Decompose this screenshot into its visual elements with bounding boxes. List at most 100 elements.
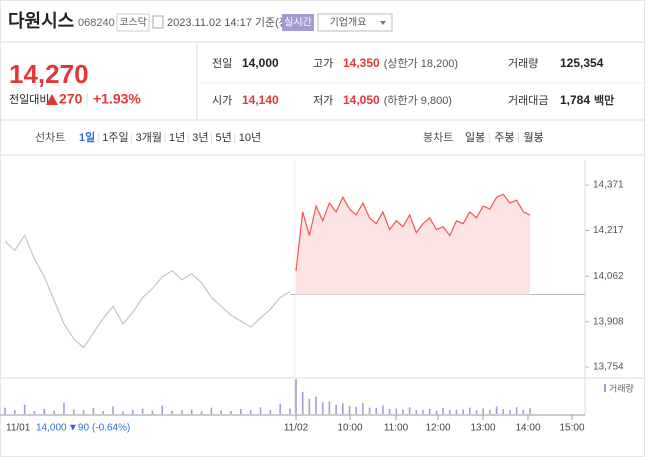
volume-bar [240,408,242,414]
period-tab[interactable]: 주봉 [494,131,514,144]
volume-bar [43,408,46,414]
volume-bar [375,408,378,414]
y-tick-label: 13,908 [593,316,624,327]
volume-bar [342,403,344,414]
stat-label: 시가 [212,94,232,107]
volume-bar [482,408,484,414]
market: 코스닥 [119,17,147,29]
volume-bar [442,408,444,414]
volume-bar [362,402,364,414]
period-tab[interactable]: 3개월 [136,131,162,144]
stat-value: 14,140 [242,93,279,107]
stat-label: 전일 [212,56,232,70]
x-tick-label: 10:00 [337,423,362,434]
footnote-change: ▼90 [68,423,89,434]
volume-bar [328,401,331,414]
volume-bar [475,410,478,414]
volume-bar [455,409,458,414]
volume-bar [428,408,431,414]
period-tab[interactable]: 1주일 [102,130,128,144]
datetime: 2023.11.02 14:17 기준(장중) [167,16,303,29]
volume-bar [33,411,36,414]
stat-value: 14,050 [343,93,380,107]
volume-bar [355,406,357,414]
volume-bar [151,410,154,414]
x-tick-label: 11/02 [284,423,309,434]
x-tick-label: 11:00 [384,423,409,434]
volume-bar [415,410,418,414]
volume-bar [269,409,272,414]
dropdown-arrow [380,21,386,25]
period-tab[interactable]: 3년 [192,131,208,144]
volume-bar [489,409,491,414]
current-price: 14,270 [9,59,89,89]
volume-bar [220,410,223,414]
stat-label: 저가 [313,94,333,107]
volume-bar [515,407,518,414]
period-tab[interactable]: 일봉 [465,130,485,144]
volume-bar [102,411,105,414]
volume-bar [190,409,193,414]
footnote-rate: (-0.64%) [92,423,130,434]
period-tab[interactable]: 1년 [169,131,185,144]
volume-bar [122,411,124,414]
line-chart-label: 선차트 [35,131,65,144]
period-tab[interactable]: 월봉 [524,131,544,144]
change-label: 전일대비 [9,92,49,106]
volume-bar [72,409,75,414]
volume-bar [321,402,324,414]
volume-bar [112,406,114,414]
volume-bar [422,409,424,414]
clock-icon [152,15,164,29]
volume-bar [23,404,26,414]
volume-bar [348,405,351,414]
stat-value: 14,350 [343,56,380,70]
volume-bar [249,410,252,414]
volume-bar [92,408,95,414]
x-tick-label: 15:00 [559,423,584,434]
volume-bar [131,409,134,414]
stat-label: 거래대금 [508,94,548,107]
company-button-box[interactable] [317,13,393,32]
volume-bar [171,411,173,414]
volume-bar [141,408,144,414]
realtime: 실시간 [284,17,312,29]
stat-unit: 백만 [594,93,614,107]
volume-bar [408,407,411,414]
y-tick-label: 14,217 [593,225,624,236]
footnote-price: 14,000 [36,423,67,434]
x-tick-label: 12:00 [425,423,450,434]
volume-bar [448,410,451,414]
volume-bar [259,407,262,414]
stock-code: 068240 [78,17,115,29]
up-icon [46,94,58,105]
volume-bar [301,391,304,414]
area [296,194,530,295]
candle-chart-label: 봉차트 [423,131,453,144]
volume-bar [382,405,384,414]
volume-bar [181,410,183,414]
stat-value: 14,000 [242,56,279,70]
volume-bar [335,404,337,414]
volume-bar [388,408,391,414]
volume-bar [230,411,232,414]
volume-bar [289,408,291,414]
period-tab[interactable]: 10년 [239,131,261,144]
stat-value: 1,784 [560,93,590,107]
market-badge [116,13,150,32]
volume-bar [502,408,505,414]
volume-bar [368,407,371,414]
company-button[interactable]: 기업개요 [330,16,367,29]
period-tab[interactable]: 5년 [215,131,231,144]
x-tick-label: 14:00 [515,423,540,434]
realtime-badge [282,14,314,31]
y-tick-label: 13,754 [593,362,624,373]
stat-label: 거래량 [508,57,538,70]
volume-bar [462,409,464,414]
price-line [4,234,291,349]
period-tab[interactable]: 1일 [79,130,95,144]
volume-legend-icon [604,384,606,392]
volume-bar [200,411,203,414]
stat-note: (하한가 9,800) [384,93,452,107]
